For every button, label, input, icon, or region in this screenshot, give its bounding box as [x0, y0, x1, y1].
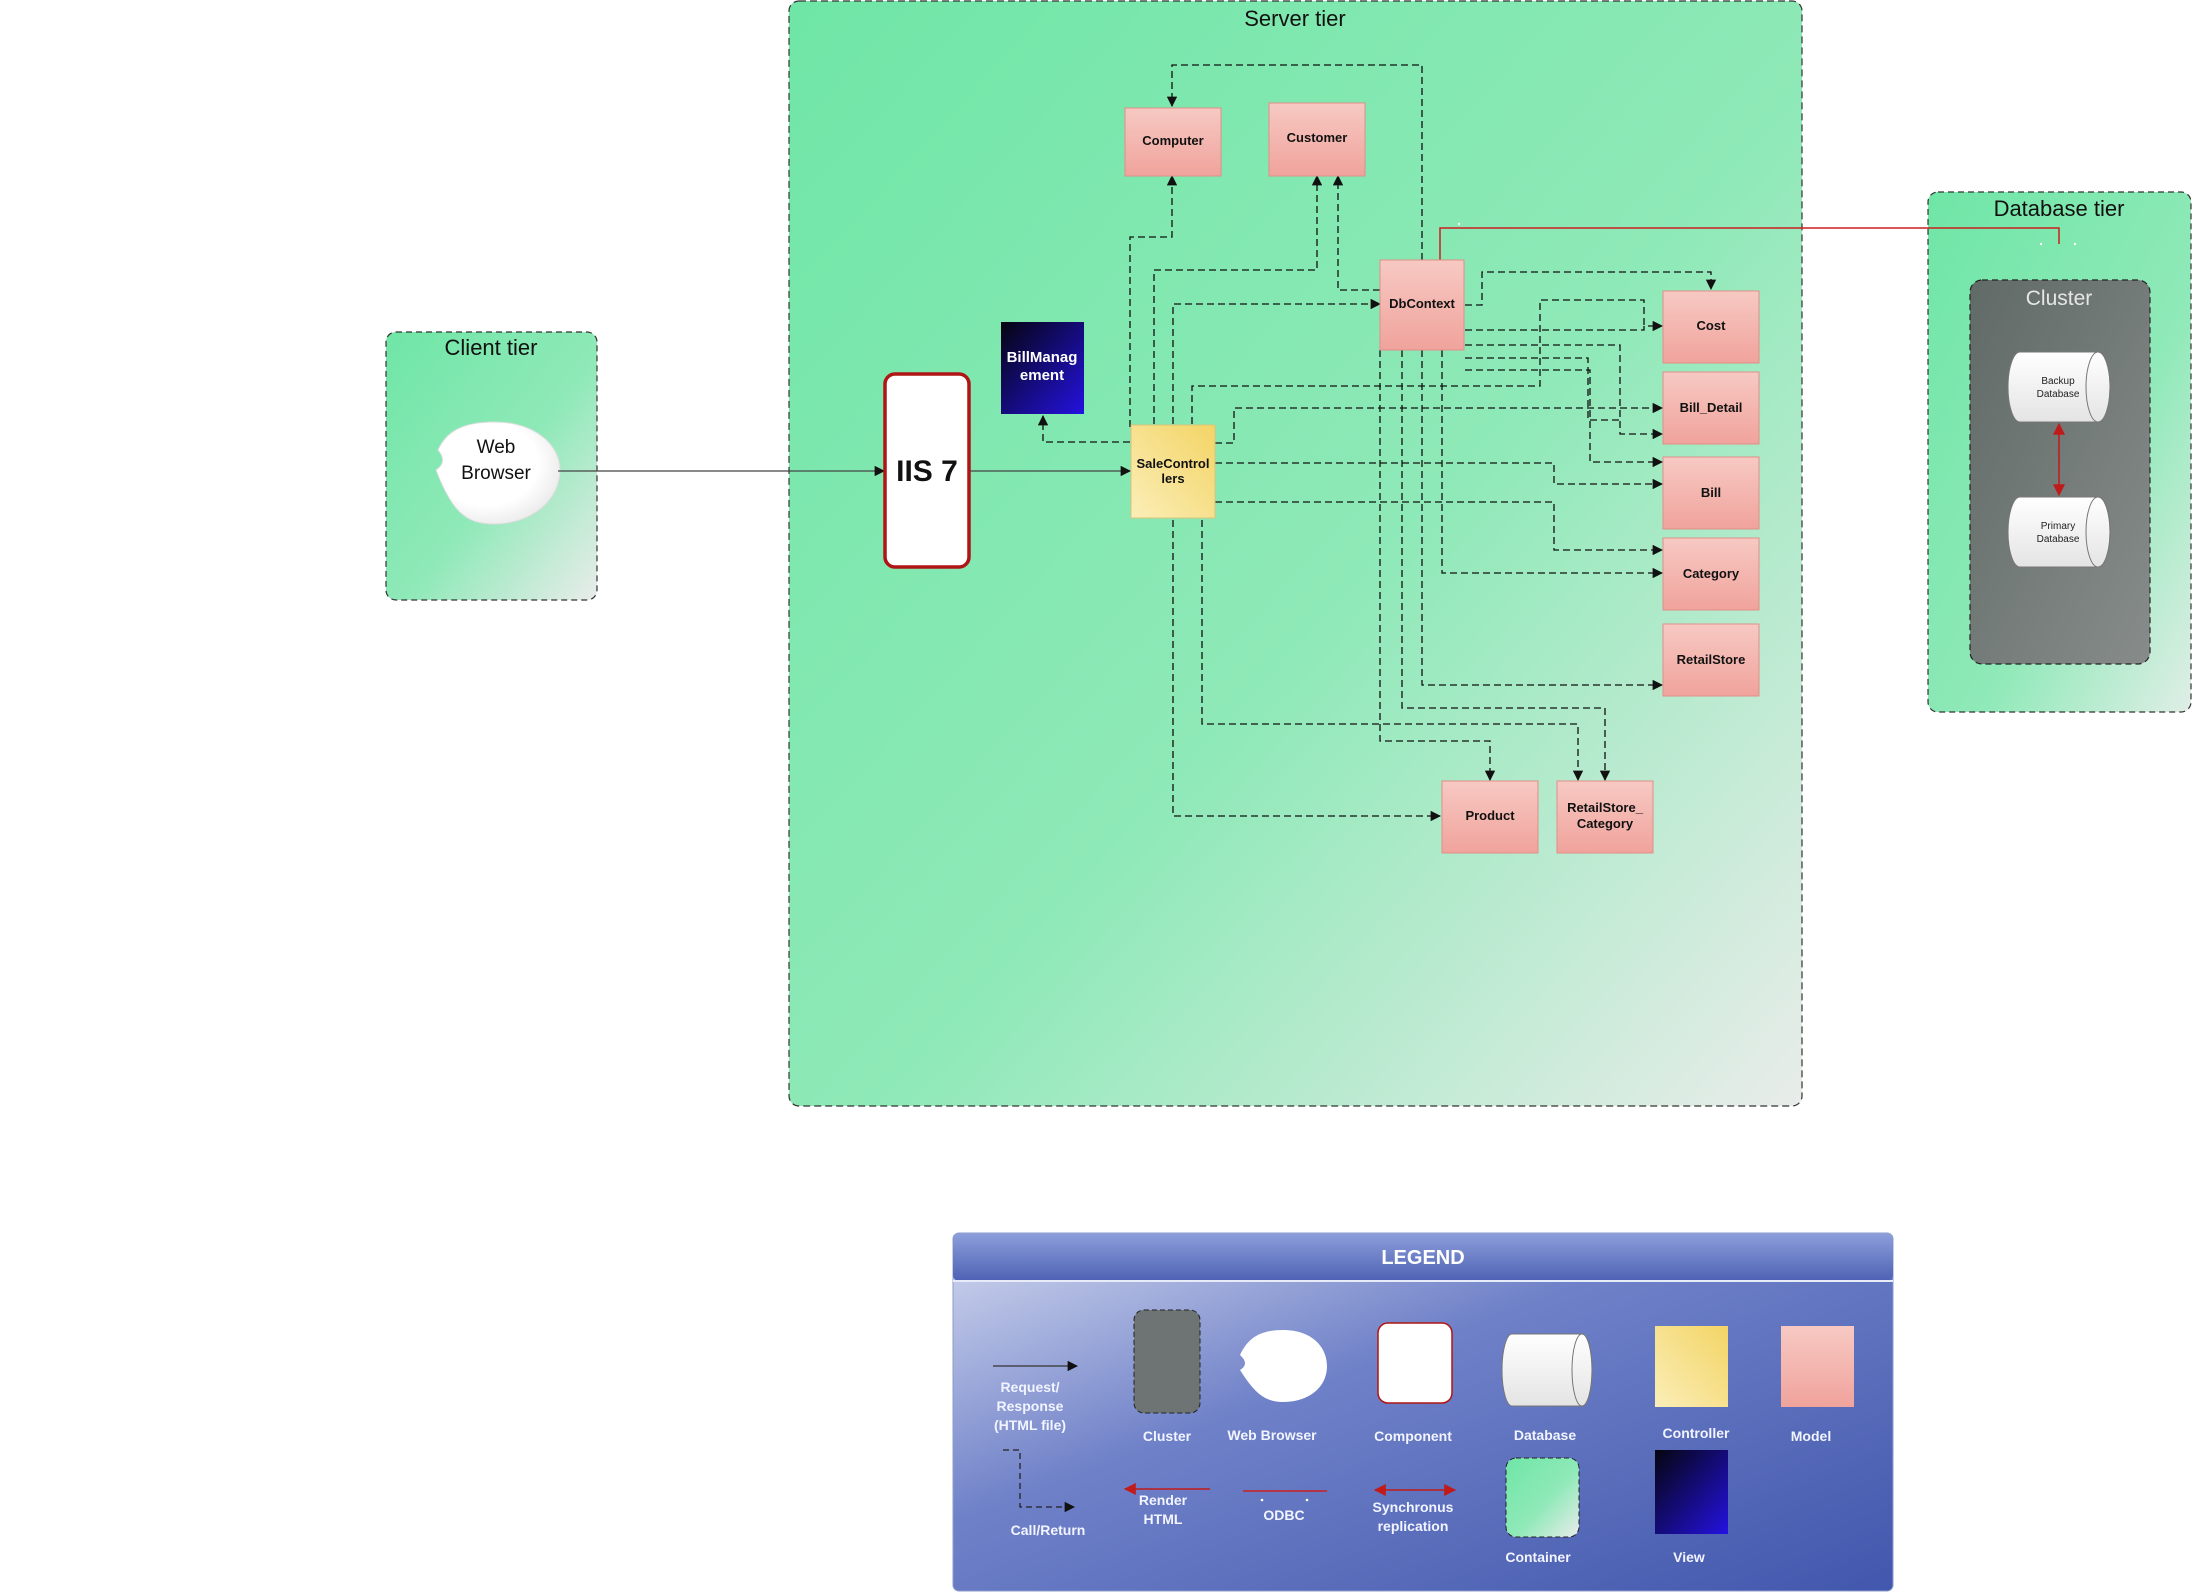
computer-model: Computer	[1124, 107, 1222, 177]
svg-text:Database: Database	[2037, 534, 2080, 545]
svg-text:lers: lers	[1161, 471, 1184, 486]
server-tier-title: Server tier	[1244, 6, 1345, 31]
svg-text:Bill: Bill	[1701, 485, 1721, 500]
legend-container: Container	[1505, 1457, 1580, 1565]
retail-store-model: RetailStore	[1662, 623, 1760, 697]
call-return-connectors	[1037, 64, 1717, 822]
customer-model: Customer	[1268, 102, 1366, 177]
legend-view: View	[1655, 1450, 1728, 1565]
legend-controller: Controller	[1655, 1326, 1730, 1441]
svg-text:Customer: Customer	[1287, 130, 1348, 145]
svg-text:Computer: Computer	[1142, 133, 1203, 148]
svg-text:Database: Database	[2037, 389, 2080, 400]
legend-title: LEGEND	[1381, 1247, 1464, 1269]
svg-text:RetailStore: RetailStore	[1677, 652, 1746, 667]
svg-text:SaleControl: SaleControl	[1137, 456, 1210, 471]
bill-detail-model: Bill_Detail	[1662, 371, 1760, 445]
legend-call-return: Call/Return	[1003, 1449, 1086, 1538]
server-tier-container: Server tier	[788, 0, 1803, 1107]
sale-controllers: SaleControl lers	[1130, 424, 1216, 519]
legend-web-browser: Web Browser	[1227, 1330, 1327, 1443]
svg-text:Primary: Primary	[2041, 521, 2075, 532]
svg-text:Category: Category	[1577, 816, 1634, 831]
legend-odbc: ODBC	[1243, 1490, 1327, 1523]
web-browser-label-line2: Browser	[461, 463, 531, 484]
retail-store-category-model: RetailStore_ Category	[1556, 780, 1654, 854]
svg-text:ODBC: ODBC	[1263, 1507, 1304, 1523]
iis-component: IIS 7	[883, 372, 971, 569]
svg-text:HTML: HTML	[1144, 1511, 1183, 1527]
product-model: Product	[1441, 780, 1539, 854]
svg-text:Category: Category	[1683, 566, 1740, 581]
database-tier-title: Database tier	[1994, 196, 2125, 221]
svg-text:Container: Container	[1505, 1549, 1571, 1565]
svg-text:Response: Response	[997, 1398, 1064, 1414]
svg-text:Database: Database	[1514, 1427, 1576, 1443]
svg-text:View: View	[1673, 1549, 1705, 1565]
legend-component: Component	[1374, 1322, 1453, 1444]
web-browser-node: Web Browser	[435, 421, 561, 525]
svg-text:ement: ement	[1020, 367, 1064, 384]
svg-text:Request/: Request/	[1000, 1379, 1059, 1395]
primary-database: Primary Database	[2007, 496, 2111, 568]
svg-text:replication: replication	[1378, 1518, 1449, 1534]
legend-cluster: Cluster	[1133, 1309, 1201, 1444]
bill-management-view: BillManag ement	[1001, 322, 1084, 414]
svg-text:Web Browser: Web Browser	[1227, 1427, 1317, 1443]
svg-text:Cost: Cost	[1697, 318, 1727, 333]
svg-text:RetailStore_: RetailStore_	[1567, 800, 1644, 815]
category-model: Category	[1662, 537, 1760, 611]
iis-label: IIS 7	[896, 455, 958, 488]
svg-text:DbContext: DbContext	[1389, 296, 1455, 311]
client-tier-title: Client tier	[445, 335, 538, 360]
bill-model: Bill	[1662, 456, 1760, 530]
cost-model: Cost	[1662, 290, 1760, 364]
cluster-container: Cluster	[1969, 279, 2151, 665]
svg-text:Render: Render	[1139, 1492, 1188, 1508]
legend-panel: LEGEND	[952, 1232, 1894, 1592]
svg-text:Component: Component	[1374, 1428, 1452, 1444]
svg-text:Synchronus: Synchronus	[1373, 1499, 1454, 1515]
odbc-connection-line	[1439, 227, 2060, 260]
legend-request-response: Request/ Response (HTML file)	[993, 1360, 1079, 1433]
legend-database: Database	[1501, 1333, 1593, 1443]
legend-render-html: Render HTML	[1123, 1483, 1210, 1527]
svg-text:Backup: Backup	[2041, 376, 2075, 387]
svg-text:BillManag: BillManag	[1007, 349, 1078, 366]
svg-text:(HTML file): (HTML file)	[994, 1417, 1066, 1433]
cluster-title: Cluster	[2026, 287, 2093, 310]
svg-text:Cluster: Cluster	[1143, 1428, 1192, 1444]
db-context-model: DbContext	[1379, 259, 1465, 351]
backup-database: Backup Database	[2007, 351, 2111, 423]
legend-model: Model	[1781, 1326, 1854, 1444]
svg-text:Call/Return: Call/Return	[1011, 1522, 1086, 1538]
legend-sync-replication: Synchronus replication	[1373, 1484, 1457, 1534]
svg-text:Model: Model	[1791, 1428, 1831, 1444]
web-browser-label-line1: Web	[477, 437, 516, 458]
svg-text:Bill_Detail: Bill_Detail	[1680, 400, 1743, 415]
svg-text:Controller: Controller	[1663, 1425, 1730, 1441]
svg-text:Product: Product	[1465, 808, 1515, 823]
